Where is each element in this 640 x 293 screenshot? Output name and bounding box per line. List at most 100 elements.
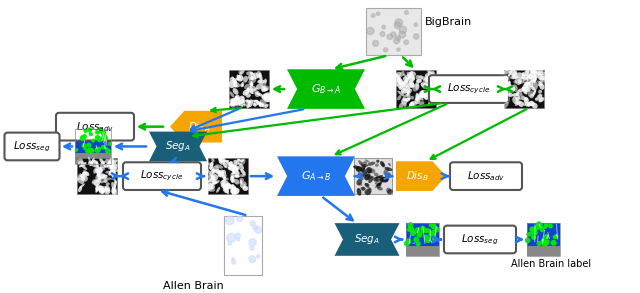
Circle shape: [432, 225, 435, 229]
Ellipse shape: [221, 160, 229, 162]
Ellipse shape: [532, 103, 538, 109]
Circle shape: [92, 139, 95, 142]
Ellipse shape: [248, 99, 253, 107]
Ellipse shape: [524, 69, 529, 76]
Ellipse shape: [111, 188, 117, 195]
Ellipse shape: [238, 96, 245, 104]
Ellipse shape: [112, 171, 116, 176]
Ellipse shape: [232, 186, 237, 195]
Ellipse shape: [237, 166, 242, 170]
Circle shape: [406, 239, 411, 243]
Ellipse shape: [412, 83, 419, 92]
Ellipse shape: [106, 178, 111, 180]
Circle shape: [525, 238, 530, 243]
Ellipse shape: [513, 80, 517, 84]
Ellipse shape: [396, 74, 400, 81]
Ellipse shape: [417, 95, 424, 100]
Bar: [406, 223, 438, 256]
Ellipse shape: [97, 171, 100, 176]
Ellipse shape: [97, 177, 100, 180]
Ellipse shape: [356, 166, 362, 171]
Ellipse shape: [407, 89, 412, 95]
Ellipse shape: [502, 102, 509, 109]
Ellipse shape: [257, 80, 261, 83]
Circle shape: [408, 223, 413, 227]
Bar: [396, 70, 436, 108]
Text: Allen Brain: Allen Brain: [163, 281, 223, 291]
Ellipse shape: [108, 164, 114, 166]
Circle shape: [534, 231, 537, 235]
Ellipse shape: [111, 169, 115, 173]
Ellipse shape: [401, 98, 408, 105]
Ellipse shape: [399, 103, 404, 109]
Ellipse shape: [415, 93, 419, 102]
Ellipse shape: [522, 72, 525, 76]
Circle shape: [531, 235, 534, 237]
Ellipse shape: [429, 85, 435, 89]
Ellipse shape: [223, 175, 227, 180]
Ellipse shape: [110, 159, 114, 163]
Ellipse shape: [525, 77, 529, 81]
Ellipse shape: [538, 97, 545, 102]
Ellipse shape: [529, 101, 534, 106]
Ellipse shape: [522, 74, 529, 80]
Ellipse shape: [523, 82, 529, 87]
Ellipse shape: [368, 175, 372, 178]
Circle shape: [531, 231, 534, 234]
Ellipse shape: [380, 177, 388, 183]
Ellipse shape: [264, 89, 268, 91]
Ellipse shape: [424, 74, 428, 81]
Circle shape: [429, 232, 431, 234]
Circle shape: [396, 36, 401, 41]
Ellipse shape: [260, 99, 267, 106]
Ellipse shape: [419, 76, 427, 80]
Ellipse shape: [417, 93, 424, 98]
Ellipse shape: [218, 157, 225, 163]
Ellipse shape: [527, 103, 531, 107]
Ellipse shape: [260, 103, 266, 108]
Ellipse shape: [420, 95, 424, 97]
Circle shape: [416, 242, 420, 246]
Ellipse shape: [250, 72, 253, 75]
Ellipse shape: [263, 79, 267, 83]
Ellipse shape: [239, 178, 244, 182]
Ellipse shape: [81, 177, 85, 181]
Ellipse shape: [532, 75, 537, 82]
Ellipse shape: [415, 81, 419, 90]
Ellipse shape: [356, 179, 362, 185]
Circle shape: [106, 149, 110, 153]
Ellipse shape: [540, 74, 546, 80]
Ellipse shape: [230, 98, 236, 106]
Ellipse shape: [230, 176, 234, 183]
Ellipse shape: [80, 161, 86, 166]
Ellipse shape: [537, 74, 545, 81]
Circle shape: [409, 227, 413, 231]
Ellipse shape: [239, 100, 243, 107]
Circle shape: [90, 132, 92, 136]
Ellipse shape: [88, 156, 91, 164]
Ellipse shape: [410, 71, 413, 76]
Ellipse shape: [93, 168, 98, 174]
Ellipse shape: [95, 178, 101, 186]
Circle shape: [95, 148, 100, 152]
Ellipse shape: [222, 174, 227, 180]
Ellipse shape: [536, 81, 541, 83]
Ellipse shape: [234, 175, 240, 178]
Ellipse shape: [261, 85, 267, 90]
Circle shape: [421, 226, 425, 230]
Circle shape: [250, 221, 255, 226]
Ellipse shape: [243, 181, 247, 186]
Ellipse shape: [211, 174, 218, 181]
Ellipse shape: [252, 100, 258, 102]
Circle shape: [399, 31, 406, 38]
Ellipse shape: [426, 75, 431, 81]
Ellipse shape: [82, 172, 87, 178]
Ellipse shape: [112, 163, 116, 169]
Ellipse shape: [403, 103, 406, 107]
Circle shape: [391, 32, 396, 37]
Ellipse shape: [231, 188, 239, 194]
Ellipse shape: [211, 169, 217, 174]
Ellipse shape: [415, 75, 419, 79]
Ellipse shape: [377, 187, 383, 190]
Circle shape: [541, 229, 543, 231]
